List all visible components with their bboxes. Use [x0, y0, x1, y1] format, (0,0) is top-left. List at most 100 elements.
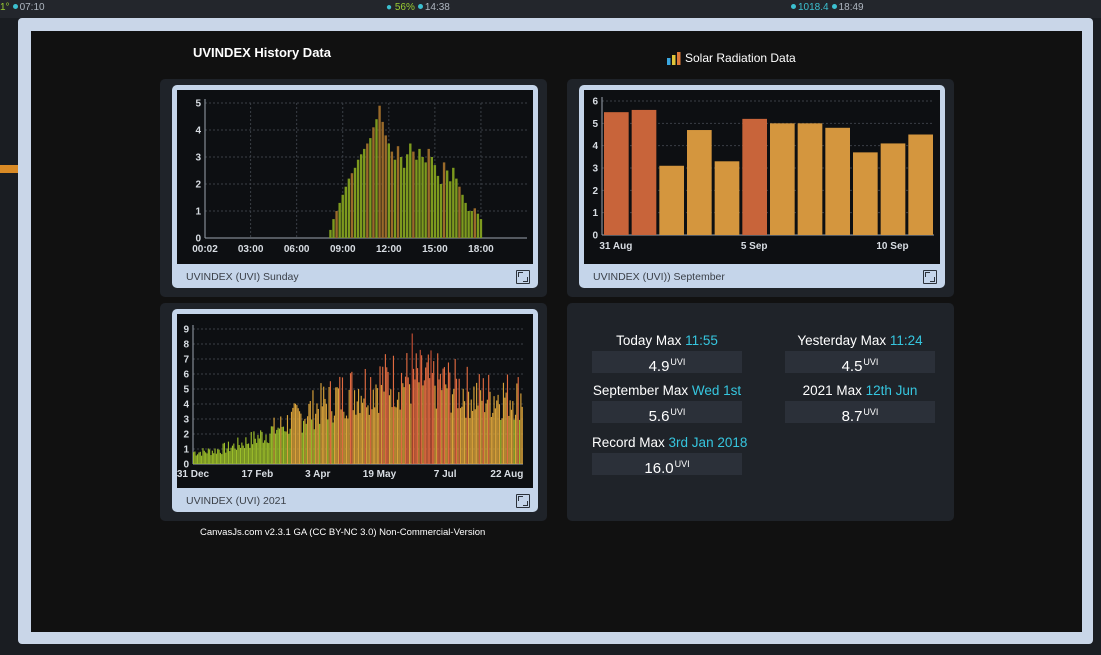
sunday-bar: [461, 194, 464, 238]
year-bar: [445, 384, 447, 464]
year-xtick: 3 Apr: [305, 469, 330, 480]
sunday-ytick: 4: [195, 126, 201, 137]
year-bar: [290, 411, 293, 464]
year-bar: [301, 432, 303, 464]
year-bar: [353, 390, 356, 464]
year-bar: [413, 368, 415, 464]
sunday-bar: [455, 178, 458, 238]
year-bar: [217, 449, 219, 464]
year-ytick: 3: [183, 415, 189, 426]
year-bar: [375, 384, 377, 464]
sunday-bar: [445, 170, 449, 238]
year-bar: [443, 367, 445, 464]
year-bar: [380, 384, 382, 464]
year-bar: [520, 393, 522, 464]
year-bar: [309, 401, 311, 464]
september-xtick: 31 Aug: [599, 241, 632, 252]
year-bar: [198, 452, 200, 464]
year-bar: [368, 414, 370, 464]
year-bar: [257, 434, 259, 464]
year-bar: [211, 450, 213, 464]
year-bar: [485, 403, 487, 464]
year-bar: [450, 412, 452, 464]
year-bar: [230, 447, 232, 464]
year-bar: [262, 442, 264, 464]
year-bar: [252, 444, 254, 464]
sunday-bar: [402, 167, 406, 238]
sunday-bar: [418, 148, 421, 238]
year-bar: [500, 419, 502, 464]
sunday-bar: [356, 159, 360, 238]
year-bar: [289, 428, 291, 464]
year-bar: [411, 333, 413, 464]
year-bar: [319, 423, 321, 464]
year-bar: [414, 379, 416, 464]
year-bar: [321, 406, 323, 464]
year-bar: [395, 407, 397, 464]
year-bar: [386, 367, 388, 464]
year-bar: [430, 350, 432, 464]
year-bar: [465, 417, 467, 464]
year-bar: [514, 414, 517, 464]
sunday-bar: [427, 148, 430, 238]
september-bar: [880, 143, 906, 235]
year-bar: [473, 386, 475, 464]
year-bar: [332, 422, 334, 464]
expand-icon[interactable]: [923, 270, 937, 284]
year-bar: [387, 371, 389, 464]
sunday-xtick: 15:00: [422, 244, 448, 255]
sunday-bar: [341, 194, 344, 238]
year-bar: [360, 395, 362, 464]
year-bar: [372, 389, 374, 464]
year-bar: [492, 412, 494, 464]
year-bar: [288, 433, 290, 464]
year-bar: [399, 409, 401, 464]
year-bar: [225, 452, 227, 464]
year-bar: [513, 419, 515, 464]
background-status-strip: 1° 07:10 ● 56% 14:38 1018.4 18:49: [0, 0, 1101, 18]
year-bar: [277, 427, 279, 464]
year-bar: [453, 388, 455, 464]
year-bar: [505, 392, 507, 464]
year-bar: [227, 441, 230, 464]
year-bar: [286, 415, 289, 464]
year-bar: [370, 377, 372, 464]
sunday-bar: [350, 173, 354, 238]
year-bar: [435, 408, 437, 464]
year-bar: [382, 366, 384, 464]
year-bar: [408, 384, 411, 464]
year-ytick: 5: [183, 385, 189, 396]
september-ytick: 0: [592, 231, 598, 242]
year-bar: [501, 418, 503, 464]
expand-icon[interactable]: [516, 494, 530, 508]
year-bar: [331, 411, 333, 464]
year-bar: [482, 378, 484, 464]
year-bar: [423, 380, 425, 464]
year-bar: [429, 378, 431, 464]
year-bar: [347, 418, 349, 464]
year-bar: [469, 418, 471, 464]
expand-icon[interactable]: [516, 270, 530, 284]
september-chart-box: 0 1 2 3 4 5 6 31 Aug 5 Sep 10 Sep UVINDEX (UVI)) …: [579, 85, 945, 288]
sunday-bar: [381, 121, 384, 238]
sunday-ytick: 2: [195, 180, 201, 191]
sunday-bar: [449, 181, 452, 238]
year-xtick: 22 Aug: [490, 469, 523, 480]
year-bar: [325, 403, 327, 464]
year-bar: [359, 413, 361, 464]
year-bar: [273, 417, 275, 464]
year-bar: [320, 383, 322, 464]
year-ytick: 7: [183, 355, 189, 366]
september-bar: [631, 109, 657, 235]
year-bar: [390, 389, 392, 464]
sunday-bar: [369, 138, 372, 238]
september-bar: [797, 123, 823, 235]
year-bar: [233, 443, 235, 464]
year-bar: [264, 440, 266, 464]
year-bar: [461, 406, 463, 464]
year-bar: [508, 415, 510, 464]
year-bar: [209, 449, 211, 464]
year-bar: [510, 409, 513, 464]
canvasjs-credit: CanvasJs.com v2.3.1 GA (CC BY-NC 3.0) No…: [200, 527, 486, 538]
year-bar: [425, 367, 427, 464]
